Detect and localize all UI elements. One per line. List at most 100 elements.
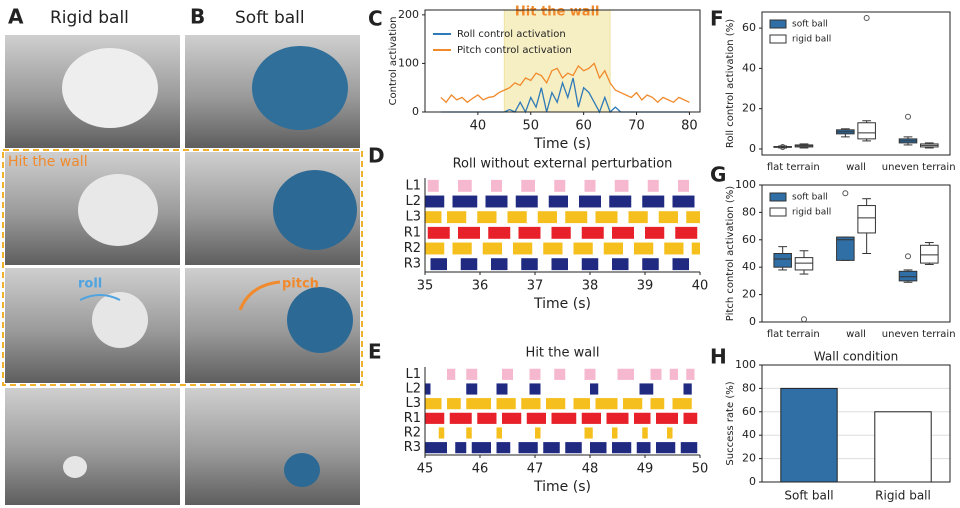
stance-interval	[425, 211, 442, 224]
x-tick-label: 40	[692, 279, 709, 294]
stance-interval	[529, 383, 541, 395]
legend-label: soft ball	[792, 193, 828, 203]
box	[898, 270, 918, 282]
stance-interval	[518, 226, 541, 239]
row-label: R3	[404, 257, 421, 272]
stance-interval	[425, 412, 445, 424]
stance-interval	[521, 258, 538, 271]
box	[857, 122, 876, 140]
y-tick-label: 20	[742, 288, 756, 301]
row-label: Hit the wall	[8, 154, 88, 170]
box	[836, 236, 855, 261]
row-label: L3	[405, 210, 421, 225]
panel-letter: C	[368, 7, 383, 31]
roll-arrow	[79, 294, 121, 301]
photo-grid	[2, 35, 363, 505]
stance-interval	[617, 368, 634, 380]
plot-frame	[761, 184, 951, 323]
stance-interval	[438, 427, 445, 439]
stance-interval	[551, 412, 577, 424]
stance-interval	[645, 226, 665, 239]
plot-frame	[424, 9, 701, 113]
row-label: L2	[405, 382, 421, 397]
x-tick-label: flat terrain	[767, 162, 820, 173]
stance-interval	[623, 398, 643, 410]
x-tick-label: 50	[522, 119, 539, 134]
ball	[92, 292, 148, 348]
panel-title: Soft ball	[235, 8, 305, 28]
y-tick-label: 0	[412, 105, 419, 118]
y-tick-label: 40	[742, 61, 756, 74]
stance-interval	[642, 195, 665, 208]
y-tick-label: 20	[742, 452, 756, 465]
chart-title: Roll without external perturbation	[453, 157, 673, 172]
photo	[5, 388, 180, 505]
stance-interval	[656, 412, 678, 424]
box	[773, 253, 792, 268]
stance-interval	[683, 383, 692, 395]
highlight-region	[503, 9, 611, 113]
stance-interval	[466, 398, 491, 410]
stance-interval	[502, 368, 513, 380]
stance-interval	[458, 179, 472, 192]
x-tick-label: 60	[575, 119, 592, 134]
stance-interval	[458, 226, 480, 239]
stance-interval	[488, 226, 511, 239]
outlier	[779, 143, 786, 150]
row-label: R1	[404, 411, 421, 426]
stance-interval	[634, 242, 654, 255]
stance-interval	[595, 211, 618, 224]
stance-interval	[425, 442, 447, 454]
stance-interval	[686, 368, 695, 380]
stance-interval	[455, 442, 467, 454]
row-label: L1	[405, 178, 421, 193]
stance-interval	[573, 398, 590, 410]
stance-interval	[496, 398, 516, 410]
stance-interval	[535, 427, 541, 439]
stance-interval	[581, 258, 599, 271]
stance-interval	[579, 195, 601, 208]
outlier	[905, 253, 912, 260]
stance-interval	[543, 242, 563, 255]
ball	[63, 456, 87, 478]
stance-interval	[537, 211, 557, 224]
stance-interval	[667, 427, 673, 439]
stance-interval	[650, 398, 665, 410]
stance-interval	[427, 179, 439, 192]
stance-interval	[425, 398, 442, 410]
legend-label: rigid ball	[792, 208, 831, 218]
highlight-label: Hit the wall	[515, 5, 600, 20]
stance-interval	[507, 211, 527, 224]
stance-interval	[603, 242, 623, 255]
stance-interval	[526, 412, 546, 424]
stance-interval	[581, 226, 604, 239]
stance-interval	[449, 412, 472, 424]
y-tick-label: 60	[742, 405, 756, 418]
photo	[185, 388, 360, 505]
row-label: L2	[405, 194, 421, 209]
stance-interval	[584, 368, 596, 380]
pitch-label: pitch	[282, 277, 319, 292]
stance-interval	[565, 442, 582, 454]
stance-interval	[551, 226, 571, 239]
y-tick-label: 20	[742, 102, 756, 115]
panel-letter: F	[710, 7, 724, 31]
y-tick-label: 80	[742, 205, 756, 218]
photo	[5, 268, 180, 383]
stance-interval	[612, 442, 632, 454]
stance-interval	[515, 195, 538, 208]
y-tick-label: 100	[398, 56, 419, 69]
stance-interval	[425, 383, 431, 395]
x-tick-label: 45	[417, 462, 434, 477]
roll-label: roll	[78, 277, 102, 292]
x-axis-label: Time (s)	[533, 296, 591, 312]
legend-swatch	[769, 207, 787, 217]
stance-interval	[551, 258, 568, 271]
stance-interval	[491, 179, 502, 192]
outlier	[863, 15, 870, 22]
stance-interval	[672, 398, 692, 410]
ball	[62, 48, 158, 128]
stance-interval	[686, 211, 700, 224]
stance-interval	[642, 258, 659, 271]
panel-letter: A	[8, 5, 24, 29]
